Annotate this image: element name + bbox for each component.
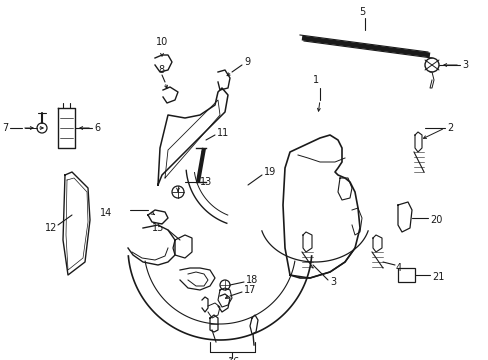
Text: 6: 6 bbox=[94, 123, 100, 133]
Text: 18: 18 bbox=[245, 275, 258, 285]
Text: 12: 12 bbox=[45, 223, 57, 233]
Text: 7: 7 bbox=[2, 123, 8, 133]
Text: 13: 13 bbox=[200, 177, 212, 187]
Text: 14: 14 bbox=[100, 208, 112, 218]
Text: 4: 4 bbox=[395, 263, 401, 273]
Text: 16: 16 bbox=[227, 357, 240, 360]
Text: 10: 10 bbox=[156, 37, 168, 47]
Text: 15: 15 bbox=[152, 223, 164, 233]
Text: 3: 3 bbox=[461, 60, 467, 70]
Bar bbox=[397, 268, 414, 282]
Text: 9: 9 bbox=[244, 57, 250, 67]
Text: 5: 5 bbox=[358, 7, 365, 17]
Text: 1: 1 bbox=[312, 75, 318, 85]
Text: 20: 20 bbox=[429, 215, 442, 225]
Text: 21: 21 bbox=[431, 272, 444, 282]
Text: 17: 17 bbox=[244, 285, 256, 295]
Text: 3: 3 bbox=[329, 277, 335, 287]
Text: 8: 8 bbox=[158, 65, 164, 75]
Text: 2: 2 bbox=[446, 123, 452, 133]
Text: 19: 19 bbox=[264, 167, 276, 177]
Text: 11: 11 bbox=[217, 128, 229, 138]
